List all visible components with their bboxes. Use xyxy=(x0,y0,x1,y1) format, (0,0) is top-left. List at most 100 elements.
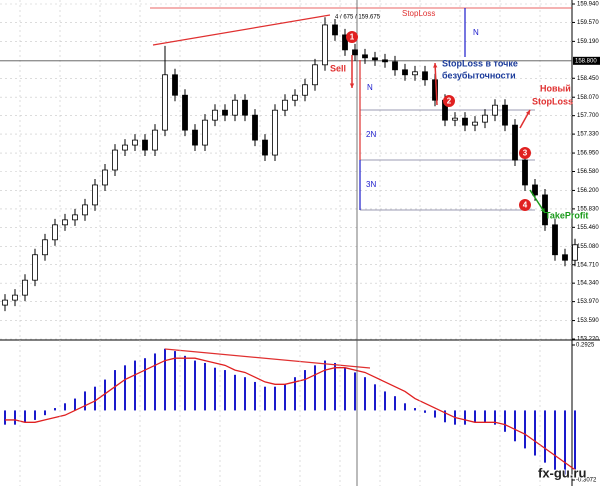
histogram-bar xyxy=(74,398,76,411)
histogram-bar xyxy=(284,384,286,411)
signal-line xyxy=(5,357,576,471)
candle-body xyxy=(532,184,538,196)
histogram-bar xyxy=(514,410,516,442)
price-tag xyxy=(573,56,600,65)
y-tick-label: 156.580 xyxy=(577,169,599,175)
marker-label: 1 xyxy=(350,33,355,42)
candle-body xyxy=(332,24,338,36)
candle-body xyxy=(392,61,398,71)
histogram-bar xyxy=(484,410,486,423)
candle-body xyxy=(72,214,78,221)
candle-body xyxy=(502,104,508,126)
arrow xyxy=(529,189,546,214)
y-tick-label: 159.190 xyxy=(577,39,599,45)
candle-body xyxy=(142,139,148,151)
marker xyxy=(519,147,531,159)
histogram-bar xyxy=(544,410,546,463)
histogram-bar xyxy=(424,410,426,413)
y-tick-label: 155.080 xyxy=(577,244,599,250)
histogram-bar xyxy=(244,377,246,411)
histogram-bar xyxy=(414,408,416,411)
histogram-bar xyxy=(564,410,566,475)
position-info: 4 / 675 / 159.675 xyxy=(335,15,381,21)
annotation: безубыточности xyxy=(442,70,516,80)
candle-body xyxy=(42,239,48,256)
candle-body xyxy=(282,99,288,111)
candle-body xyxy=(322,24,328,66)
y-tick-label: 156.950 xyxy=(577,151,599,157)
candle-body xyxy=(492,104,498,116)
marker xyxy=(443,95,455,107)
candle-body xyxy=(262,139,268,156)
candle-body xyxy=(122,144,128,151)
histogram-bar xyxy=(434,410,436,418)
candle-body xyxy=(352,49,358,56)
annotation: Новый xyxy=(540,83,571,93)
arrow-head xyxy=(433,63,438,68)
histogram-bar xyxy=(44,410,46,416)
candle-body xyxy=(382,59,388,63)
candle-body xyxy=(152,129,158,151)
candle-body xyxy=(362,54,368,59)
histogram-bar xyxy=(394,396,396,411)
histogram-bar xyxy=(124,365,126,411)
candle-body xyxy=(162,74,168,131)
histogram-bar xyxy=(54,408,56,411)
histogram-bar xyxy=(504,410,506,432)
histogram-bar xyxy=(344,367,346,411)
histogram-bar xyxy=(494,410,496,425)
candle-body xyxy=(472,121,478,126)
arrow xyxy=(434,62,438,106)
candle-body xyxy=(52,224,58,241)
histogram-bar xyxy=(64,403,66,411)
candle-body xyxy=(252,114,258,141)
y-tick-label: 154.340 xyxy=(577,281,599,287)
histogram-bar xyxy=(444,410,446,423)
marker-label: 3 xyxy=(523,149,528,158)
trend-line xyxy=(152,14,331,46)
candle-body xyxy=(342,34,348,51)
candle-body xyxy=(302,84,308,96)
candle-body xyxy=(32,254,38,281)
y-tick-label: 155.830 xyxy=(577,206,599,212)
arrow-head xyxy=(540,208,545,213)
candle-body xyxy=(222,109,228,116)
y-tick-label: 158.070 xyxy=(577,95,599,101)
candle-body xyxy=(422,71,428,81)
annotation: N xyxy=(473,28,479,37)
histogram-bar xyxy=(314,365,316,411)
y-tick-label: 158.450 xyxy=(577,76,599,82)
histogram-bar xyxy=(384,391,386,411)
candle-body xyxy=(312,64,318,86)
histogram-bar xyxy=(164,348,166,411)
histogram-bar xyxy=(354,372,356,411)
histogram-bar xyxy=(304,370,306,411)
candle-body xyxy=(482,114,488,123)
histogram-bar xyxy=(204,362,206,411)
annotation: StopLoss в точке xyxy=(442,58,518,68)
y-tick-label: 156.200 xyxy=(577,188,599,194)
histogram-bar xyxy=(404,403,406,411)
histogram-bar xyxy=(464,410,466,425)
y-tick-label: 153.590 xyxy=(577,318,599,324)
marker-label: 4 xyxy=(523,201,528,210)
histogram-bar xyxy=(94,386,96,411)
candle-body xyxy=(552,224,558,256)
histogram-bar xyxy=(554,410,556,470)
y-tick-label: 153.970 xyxy=(577,299,599,305)
histogram-bar xyxy=(224,370,226,411)
candle-body xyxy=(202,119,208,146)
candle-body xyxy=(572,244,578,261)
annotation: 3N xyxy=(366,180,376,189)
y-tick-label: 154.710 xyxy=(577,262,599,268)
arrow-head xyxy=(525,110,530,115)
candle-body xyxy=(522,159,528,186)
watermark: fx-gu.ru xyxy=(538,465,586,480)
annotation: 2N xyxy=(366,130,376,139)
histogram-bar xyxy=(24,410,26,423)
candle-body xyxy=(242,99,248,116)
histogram-bar xyxy=(4,410,6,425)
marker-label: 2 xyxy=(447,97,452,106)
candle-body xyxy=(292,94,298,101)
